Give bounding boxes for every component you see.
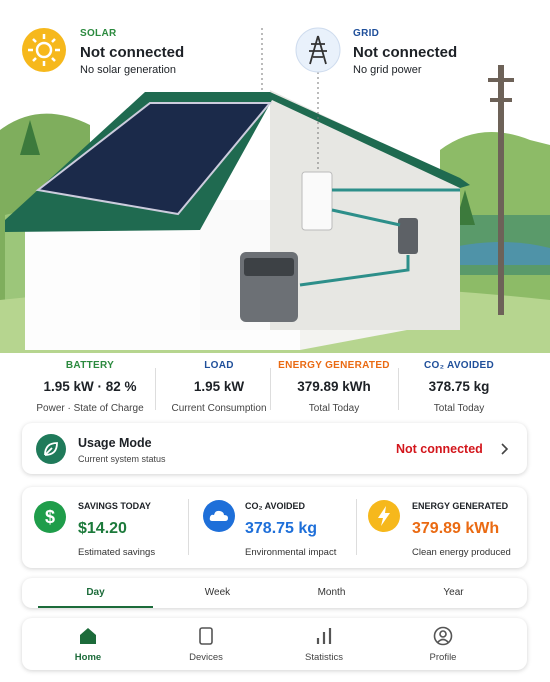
summary-value: 379.89 kWh [412, 520, 500, 537]
nav-label: Home [74, 652, 102, 663]
stat-battery: BATTERY 1.95 kW · 82 % Power · State of Ch… [26, 360, 154, 414]
cloud-icon [203, 500, 235, 532]
tab[interactable]: Day [38, 578, 153, 608]
solar-icon [22, 28, 66, 72]
nav-label: Statistics [304, 652, 343, 663]
svg-text:$: $ [45, 507, 55, 527]
summary-caption: Estimated savings [78, 547, 156, 558]
leaf-icon [36, 434, 66, 464]
usage-status: Not connected [396, 442, 483, 456]
nav-label: Profile [429, 652, 457, 663]
grid-detail: No grid power [353, 64, 422, 76]
grid-status: Not connected [353, 44, 458, 61]
usage-mode-card[interactable]: Usage Mode Current system status Not con… [22, 423, 527, 474]
stat-label: BATTERY [65, 360, 115, 371]
chevron [501, 443, 509, 455]
usage-title: Usage Mode [78, 436, 152, 450]
bottom-nav: Home Devices Statistics Profile [22, 618, 527, 670]
stat-label: CO₂ AVOIDED [424, 360, 494, 371]
profile-icon [433, 626, 453, 646]
tab[interactable]: Year [443, 587, 464, 598]
summary-co2: CO₂ AVOIDED 378.75 kg Environmental impact [245, 501, 336, 558]
stat-caption: Power · State of Charge [36, 403, 144, 414]
grid-icon [295, 27, 341, 73]
stat-load: LOAD 1.95 kW Current Consumption [155, 360, 283, 414]
solar-status: Not connected [80, 44, 185, 61]
dollar-icon: $ [34, 501, 66, 533]
nav-home[interactable]: Home [25, 618, 151, 670]
stat-value: 378.75 kg [428, 379, 490, 394]
summary-caption: Environmental impact [245, 547, 337, 558]
summary-label: ENERGY GENERATED [412, 501, 509, 511]
summary-label: SAVINGS TODAY [78, 501, 151, 511]
stat-value: 1.95 kW [193, 379, 245, 394]
tab[interactable]: Month [317, 587, 346, 598]
devices-icon [199, 627, 213, 645]
solar-detail: No solar generation [80, 64, 177, 76]
summary-label: CO₂ AVOIDED [245, 501, 306, 511]
stat-label: ENERGY GENERATED [278, 360, 390, 371]
nav-profile[interactable]: Profile [380, 618, 506, 670]
stat-label: LOAD [204, 360, 234, 371]
summary-card: $ SAVINGS TODAY $14.20 Estimated savings C… [22, 487, 527, 568]
stat-energy: ENERGY GENERATED 379.89 kWh Total Today [270, 360, 398, 414]
summary-caption: Clean energy produced [412, 547, 511, 558]
stat-caption: Current Consumption [171, 403, 267, 414]
nav-label: Devices [189, 652, 223, 663]
nav-devices[interactable]: Devices [143, 618, 269, 670]
stat-caption: Total Today [433, 403, 485, 414]
summary-energy: ENERGY GENERATED 379.89 kWh Clean energy p… [412, 501, 511, 558]
stat-value: 1.95 kW · 82 % [43, 379, 137, 394]
summary-savings: SAVINGS TODAY $14.20 Estimated savings [78, 501, 155, 558]
usage-subtitle: Current system status [78, 454, 166, 464]
house-illustration [0, 28, 550, 360]
grid-label: GRID [353, 28, 380, 39]
summary-value: $14.20 [78, 520, 127, 537]
period-tabs: Day Week Month Year [22, 578, 527, 608]
statistics-icon [316, 628, 332, 644]
tab[interactable]: Week [204, 587, 231, 598]
stat-caption: Total Today [308, 403, 360, 414]
stat-co2: CO₂ AVOIDED 378.75 kg Total Today [395, 360, 523, 414]
bolt-icon [368, 500, 400, 532]
stat-value: 379.89 kWh [297, 379, 371, 394]
solar-label: SOLAR [80, 28, 117, 39]
summary-value: 378.75 kg [245, 520, 318, 537]
nav-statistics[interactable]: Statistics [261, 618, 387, 670]
home-icon [80, 628, 96, 644]
